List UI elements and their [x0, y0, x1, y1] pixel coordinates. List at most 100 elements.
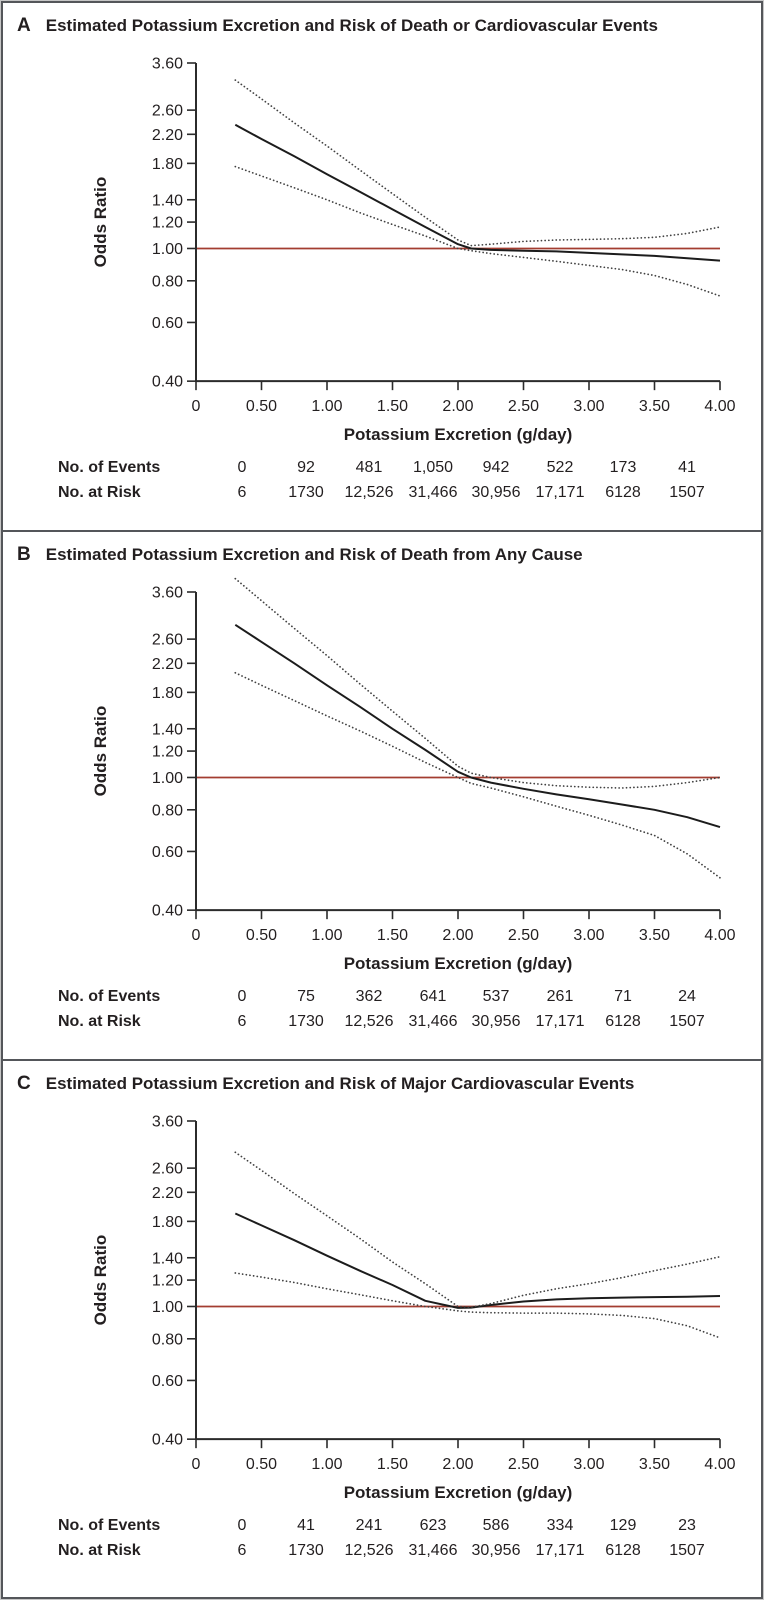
table-value: 41: [678, 459, 696, 476]
x-tick-label: 2.50: [508, 927, 539, 944]
panel-b-letter: B: [17, 544, 31, 565]
panel-a: A Estimated Potassium Excretion and Risk …: [3, 3, 761, 530]
upper-95-ci-line: [234, 1151, 721, 1309]
table-value: 1507: [669, 484, 705, 501]
panel-a-letter: A: [17, 15, 31, 36]
panel-c-chart: 3.60 2.60 2.20 1.80 1.40 1.20 1.00 0.80 0.60 0.40…: [91, 1114, 736, 1503]
x-tick-label: 0: [192, 927, 201, 944]
table-value: 92: [297, 459, 315, 476]
x-axis-label: Potassium Excretion (g/day): [344, 425, 573, 444]
y-tick-label: 1.40: [152, 192, 183, 209]
y-tick-label: 2.60: [152, 103, 183, 120]
table-value: 71: [614, 988, 632, 1005]
y-axis-label: Odds Ratio: [91, 1235, 110, 1326]
x-tick-label: 2.50: [508, 398, 539, 415]
y-tick-label: 1.00: [152, 241, 183, 258]
table-value: 1507: [669, 1013, 705, 1030]
x-tick-label: 1.00: [311, 1456, 342, 1473]
panel-c-letter: C: [17, 1073, 31, 1094]
table-value: 12,526: [344, 484, 394, 501]
events-row: No. of Events 0 92 481 1,050 942 522 173 41: [3, 459, 761, 481]
events-row-label: No. of Events: [58, 988, 161, 1005]
x-tick-label: 1.50: [377, 927, 408, 944]
table-value: 12,526: [344, 1542, 394, 1559]
y-tick-label: 1.40: [152, 721, 183, 738]
x-tick-label: 2.00: [442, 927, 473, 944]
lower-95-ci-line: [234, 1272, 721, 1339]
table-value: 30,956: [471, 1542, 521, 1559]
y-tick-label: 0.60: [152, 315, 183, 332]
table-value: 362: [355, 988, 383, 1005]
lower-95-ci-line: [234, 671, 721, 879]
x-tick-label: 3.50: [639, 398, 670, 415]
table-value: 1,050: [412, 459, 454, 476]
y-tick-label: 1.00: [152, 770, 183, 787]
x-tick-label: 1.00: [311, 927, 342, 944]
y-tick-label: 1.00: [152, 1299, 183, 1316]
y-tick-label: 0.80: [152, 1331, 183, 1348]
at-risk-row: No. at Risk 6 1730 12,526 31,466 30,956 17,17…: [3, 1013, 761, 1035]
x-tick-label: 3.00: [573, 1456, 604, 1473]
odds-ratio-line: [234, 623, 721, 829]
y-tick-label: 1.20: [152, 1273, 183, 1290]
y-tick-label: 0.60: [152, 844, 183, 861]
x-tick-label: 3.00: [573, 927, 604, 944]
y-tick-label: 1.40: [152, 1250, 183, 1267]
table-value: 17,171: [535, 1542, 585, 1559]
table-value: 17,171: [535, 484, 585, 501]
table-value: 6128: [605, 484, 641, 501]
table-value: 6128: [605, 1013, 641, 1030]
y-tick-label: 2.20: [152, 127, 183, 144]
upper-95-ci-line: [234, 79, 721, 247]
table-value: 1730: [288, 1542, 324, 1559]
panel-a-title: A Estimated Potassium Excretion and Risk …: [17, 15, 658, 37]
panel-divider: [3, 1059, 761, 1061]
x-tick-label: 4.00: [704, 1456, 735, 1473]
table-value: 30,956: [471, 1013, 521, 1030]
table-value: 129: [609, 1517, 637, 1534]
upper-95-ci-line: [234, 577, 721, 789]
y-tick-label: 1.80: [152, 156, 183, 173]
y-tick-label: 0.60: [152, 1373, 183, 1390]
y-tick-label: 0.40: [152, 374, 183, 391]
table-value: 31,466: [408, 484, 458, 501]
x-tick-label: 1.00: [311, 398, 342, 415]
x-tick-label: 4.00: [704, 927, 735, 944]
table-value: 30,956: [471, 484, 521, 501]
table-value: 334: [546, 1517, 574, 1534]
table-value: 41: [297, 1517, 315, 1534]
y-tick-label: 0.40: [152, 1432, 183, 1449]
table-value: 24: [678, 988, 696, 1005]
y-tick-label: 1.80: [152, 685, 183, 702]
table-value: 481: [355, 459, 383, 476]
events-row-label: No. of Events: [58, 1517, 161, 1534]
y-tick-label: 3.60: [152, 1114, 183, 1131]
lower-95-ci-line: [234, 165, 721, 297]
x-tick-label: 1.50: [377, 398, 408, 415]
panel-a-chart: 3.60 2.60 2.20 1.80 1.40 1.20 1.00 0.80 0.60 0.40…: [91, 56, 736, 445]
x-tick-label: 3.50: [639, 1456, 670, 1473]
panel-b-chart: 3.60 2.60 2.20 1.80 1.40 1.20 1.00 0.80 0.60 0.40…: [91, 577, 736, 973]
x-axis-label: Potassium Excretion (g/day): [344, 954, 573, 973]
panel-c: C Estimated Potassium Excretion and Risk …: [3, 1061, 761, 1597]
y-axis-label: Odds Ratio: [91, 177, 110, 268]
panel-c-title: C Estimated Potassium Excretion and Risk …: [17, 1073, 634, 1095]
events-row-label: No. of Events: [58, 459, 161, 476]
x-tick-label: 0.50: [246, 1456, 277, 1473]
x-tick-label: 0.50: [246, 927, 277, 944]
panel-b-title-text: Estimated Potassium Excretion and Risk o…: [45, 545, 583, 564]
odds-ratio-line: [234, 123, 721, 262]
panel-b-title: B Estimated Potassium Excretion and Risk …: [17, 544, 583, 566]
table-value: 12,526: [344, 1013, 394, 1030]
y-tick-label: 1.20: [152, 744, 183, 761]
x-tick-label: 3.50: [639, 927, 670, 944]
table-value: 6: [237, 1542, 247, 1559]
x-tick-label: 4.00: [704, 398, 735, 415]
table-value: 6128: [605, 1542, 641, 1559]
panel-b: B Estimated Potassium Excretion and Risk …: [3, 532, 761, 1059]
table-value: 31,466: [408, 1542, 458, 1559]
odds-ratio-line: [234, 1212, 721, 1309]
panel-c-title-text: Estimated Potassium Excretion and Risk o…: [45, 1074, 635, 1093]
